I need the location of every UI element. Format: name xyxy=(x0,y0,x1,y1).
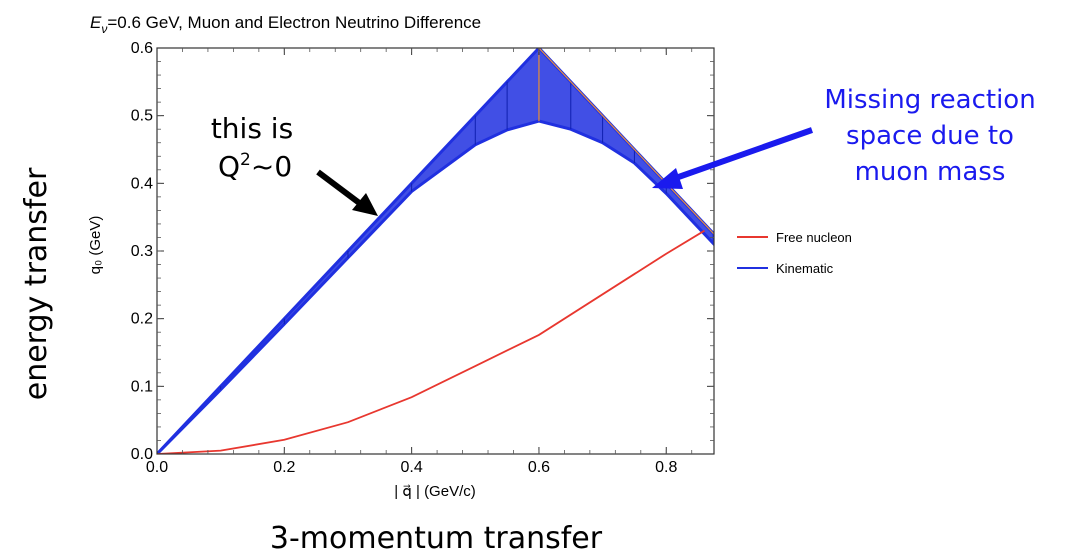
x-tick-label: 0.4 xyxy=(401,459,423,476)
missing-annotation-line3: muon mass xyxy=(855,157,1006,187)
plot-area xyxy=(157,48,714,454)
x-tick-label: 0.0 xyxy=(146,459,168,476)
plot-marks: 0.0 0.2 0.4 0.6 0.8 0.0 0.1 0.2 0.3 0.4 0.5 0.6 xyxy=(131,40,715,476)
free-nucleon-line xyxy=(157,229,705,454)
black-arrow xyxy=(316,169,378,216)
missing-annotation-line2: space due to xyxy=(846,121,1014,151)
legend: Free nucleon Kinematic xyxy=(737,230,852,276)
y-axis-label: q₀ (GeV) xyxy=(87,216,104,275)
plot-frame xyxy=(156,47,715,455)
y-axis-caption: energy transfer xyxy=(19,167,54,400)
x-axis-label: | q⃗ | (GeV/c) xyxy=(394,483,476,500)
q2-annotation-line2: Q2~0 xyxy=(218,150,292,183)
missing-annotation-line1: Missing reaction xyxy=(824,85,1035,115)
electron-boundary-line xyxy=(538,48,714,235)
y-tick-label: 0.0 xyxy=(131,446,153,463)
x-axis-caption: 3-momentum transfer xyxy=(270,521,603,556)
legend-label-free-nucleon: Free nucleon xyxy=(776,230,852,245)
q2-annotation-line1: this is xyxy=(211,112,293,145)
y-tick-label: 0.3 xyxy=(131,243,153,260)
kinematic-band xyxy=(157,48,714,454)
y-tick-label: 0.4 xyxy=(131,175,153,192)
x-tick-label: 0.6 xyxy=(528,459,550,476)
x-tick-label: 0.8 xyxy=(655,459,677,476)
y-tick-label: 0.5 xyxy=(131,108,153,125)
legend-label-kinematic: Kinematic xyxy=(776,261,834,276)
y-tick-label: 0.2 xyxy=(131,311,153,328)
blue-arrow xyxy=(652,127,813,189)
x-tick-label: 0.2 xyxy=(273,459,295,476)
chart-title: Eν=0.6 GeV, Muon and Electron Neutrino D… xyxy=(90,13,481,36)
y-tick-label: 0.1 xyxy=(131,378,153,395)
y-tick-label: 0.6 xyxy=(131,40,153,57)
